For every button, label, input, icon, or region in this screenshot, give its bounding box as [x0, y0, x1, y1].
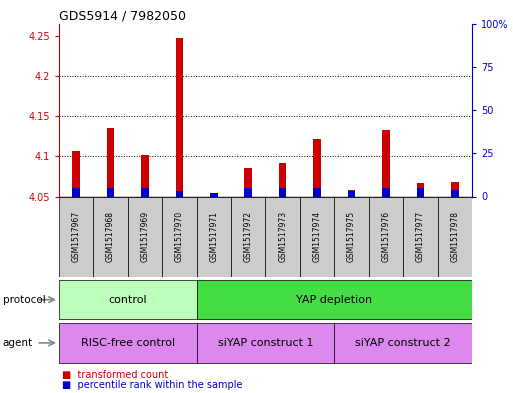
Text: GSM1517967: GSM1517967 — [72, 211, 81, 263]
FancyBboxPatch shape — [93, 196, 128, 277]
Bar — [141, 155, 149, 196]
Bar — [107, 188, 114, 196]
FancyBboxPatch shape — [162, 196, 196, 277]
Bar — [72, 188, 80, 196]
Text: GDS5914 / 7982050: GDS5914 / 7982050 — [59, 9, 186, 22]
Bar — [348, 190, 356, 196]
FancyBboxPatch shape — [59, 196, 93, 277]
Text: GSM1517972: GSM1517972 — [244, 211, 253, 262]
FancyBboxPatch shape — [334, 196, 369, 277]
Text: YAP depletion: YAP depletion — [296, 295, 372, 305]
Text: GSM1517975: GSM1517975 — [347, 211, 356, 263]
FancyBboxPatch shape — [59, 280, 196, 320]
FancyBboxPatch shape — [334, 323, 472, 363]
FancyBboxPatch shape — [59, 323, 196, 363]
Bar — [245, 168, 252, 196]
Bar — [313, 188, 321, 196]
Text: protocol: protocol — [3, 295, 45, 305]
FancyBboxPatch shape — [231, 196, 265, 277]
Bar — [175, 38, 183, 197]
Text: agent: agent — [3, 338, 33, 348]
FancyBboxPatch shape — [300, 196, 334, 277]
Bar — [141, 188, 149, 196]
Bar — [451, 189, 459, 196]
Bar — [210, 195, 218, 196]
FancyBboxPatch shape — [128, 196, 162, 277]
Bar — [245, 188, 252, 196]
Text: GSM1517971: GSM1517971 — [209, 211, 219, 262]
Bar — [348, 191, 356, 196]
Text: GSM1517978: GSM1517978 — [450, 211, 459, 262]
FancyBboxPatch shape — [369, 196, 403, 277]
Bar — [382, 130, 390, 196]
Bar — [210, 193, 218, 196]
Bar — [382, 188, 390, 196]
FancyBboxPatch shape — [438, 196, 472, 277]
Text: GSM1517977: GSM1517977 — [416, 211, 425, 263]
Text: siYAP construct 1: siYAP construct 1 — [218, 338, 313, 348]
Bar — [72, 151, 80, 196]
Text: GSM1517970: GSM1517970 — [175, 211, 184, 263]
Bar — [107, 128, 114, 196]
Text: ■  percentile rank within the sample: ■ percentile rank within the sample — [62, 380, 242, 390]
FancyBboxPatch shape — [196, 196, 231, 277]
Text: GSM1517969: GSM1517969 — [141, 211, 149, 263]
Text: GSM1517974: GSM1517974 — [312, 211, 322, 263]
Text: control: control — [109, 295, 147, 305]
FancyBboxPatch shape — [265, 196, 300, 277]
Bar — [417, 183, 424, 196]
Text: GSM1517976: GSM1517976 — [382, 211, 390, 263]
Bar — [313, 139, 321, 196]
Text: ■  transformed count: ■ transformed count — [62, 369, 168, 380]
Bar — [175, 191, 183, 196]
FancyBboxPatch shape — [196, 323, 334, 363]
Text: GSM1517973: GSM1517973 — [278, 211, 287, 263]
Text: GSM1517968: GSM1517968 — [106, 211, 115, 262]
Bar — [451, 182, 459, 196]
Bar — [279, 188, 286, 196]
Bar — [279, 163, 286, 196]
FancyBboxPatch shape — [403, 196, 438, 277]
FancyBboxPatch shape — [196, 280, 472, 320]
Text: RISC-free control: RISC-free control — [81, 338, 175, 348]
Bar — [417, 188, 424, 196]
Text: siYAP construct 2: siYAP construct 2 — [356, 338, 451, 348]
